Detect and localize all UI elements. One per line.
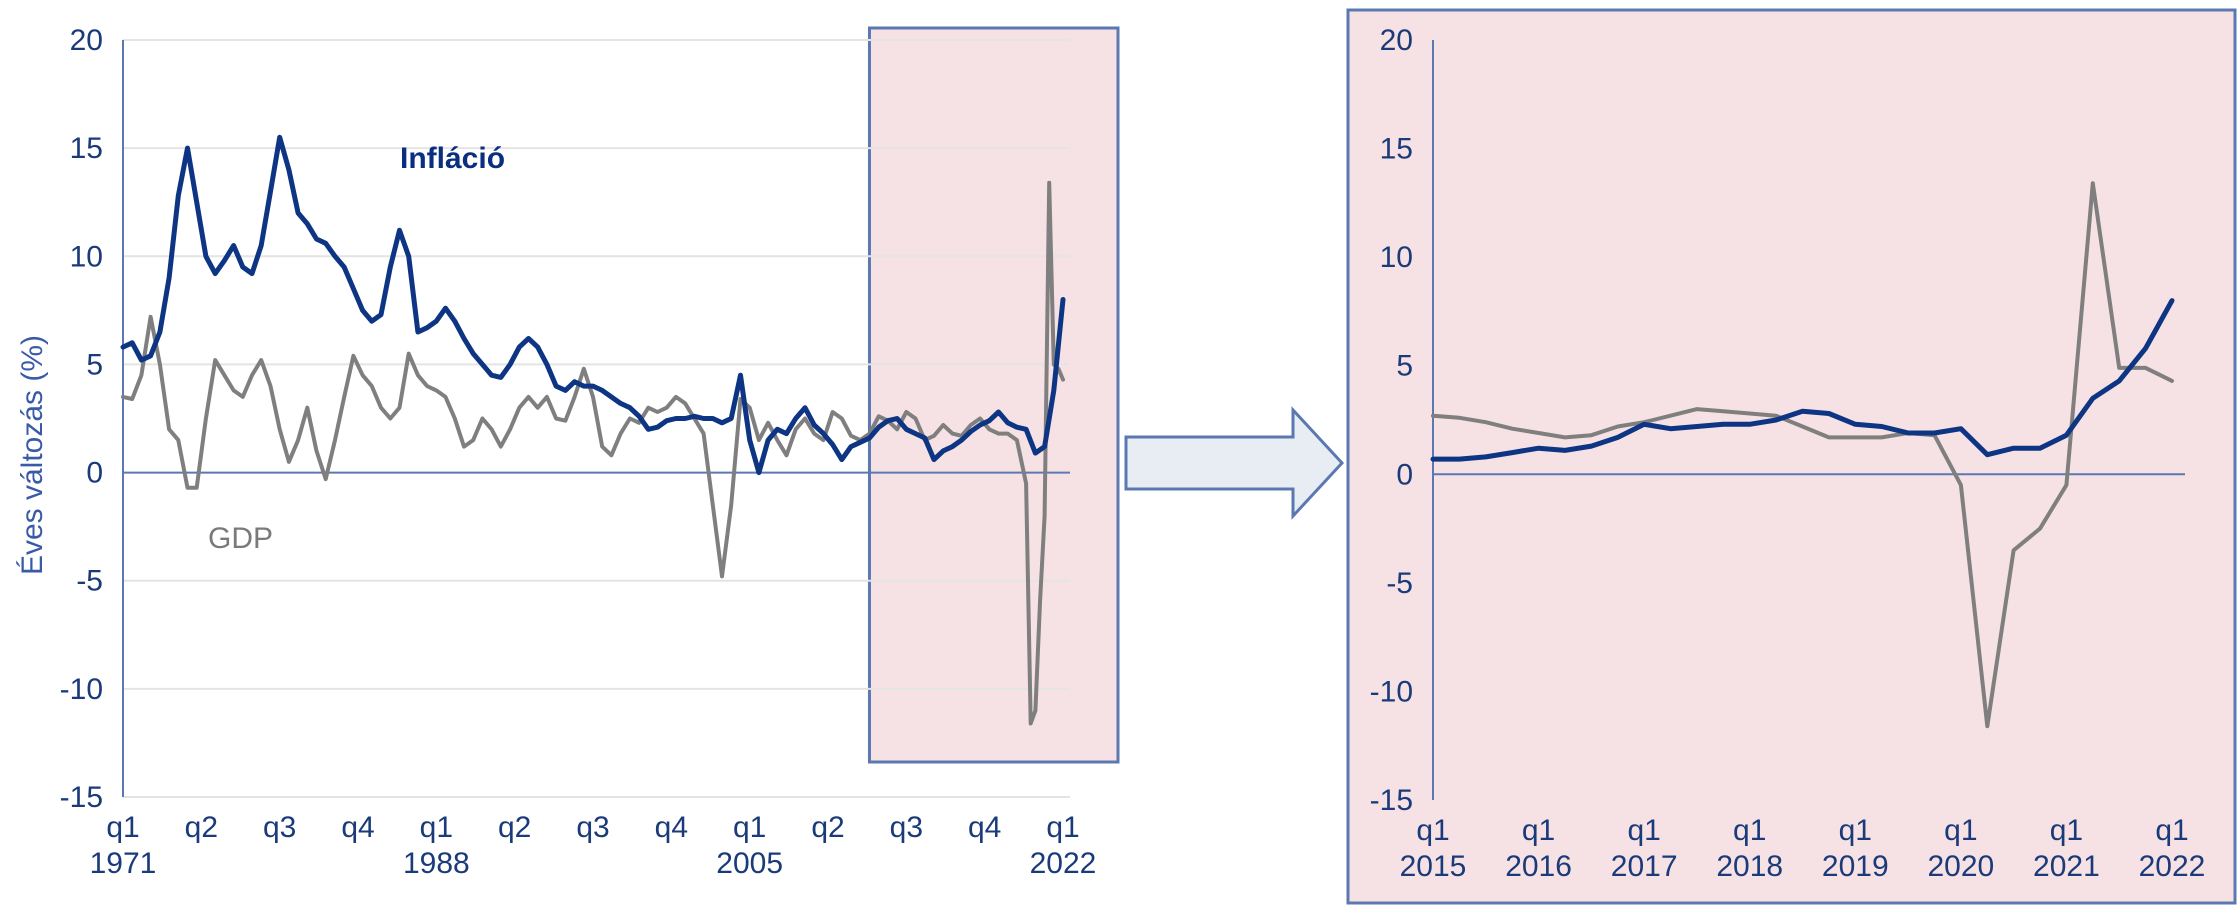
left-y-tick-label: 15 — [70, 132, 103, 165]
left-x-tick-label: q4 — [341, 811, 374, 844]
right-y-tick-label: -10 — [1370, 675, 1413, 708]
left-x-tick-label: q2 — [498, 811, 531, 844]
left-x-tick-label: q2 — [811, 811, 844, 844]
right-y-tick-label: 0 — [1396, 458, 1413, 491]
left-x-tick-year: 1971 — [90, 847, 157, 880]
right-x-tick-year: 2019 — [1822, 850, 1889, 883]
gdp-series-label: GDP — [208, 522, 273, 555]
left-y-tick-label: 10 — [70, 240, 103, 273]
right-y-tick-label: 15 — [1380, 133, 1413, 166]
left-x-tick-year: 2022 — [1030, 847, 1097, 880]
left-x-tick-label: q1 — [106, 811, 139, 844]
y-axis-label: Éves változás (%) — [16, 335, 49, 575]
left-x-tick-label: q1 — [1046, 811, 1079, 844]
right-x-tick-year: 2021 — [2033, 850, 2100, 883]
left-x-tick-label: q4 — [968, 811, 1001, 844]
left-x-tick-year: 1988 — [403, 847, 470, 880]
right-x-tick-label: q1 — [1627, 814, 1660, 847]
right-x-tick-label: q1 — [2050, 814, 2083, 847]
right-chart: 20151050-5-10-15q12015q12016q12017q12018… — [1370, 24, 2206, 883]
left-series-gdp-line — [121, 180, 1065, 726]
left-series-inflation-line — [120, 134, 1066, 476]
left-y-tick-label: 0 — [86, 457, 103, 490]
left-y-tick-label: -10 — [60, 673, 103, 706]
left-x-tick-label: q3 — [576, 811, 609, 844]
right-x-tick-year: 2018 — [1716, 850, 1783, 883]
right-x-tick-label: q1 — [1944, 814, 1977, 847]
left-x-tick-label: q1 — [420, 811, 453, 844]
right-y-tick-label: -5 — [1386, 567, 1413, 600]
inflation-series-label: Infláció — [400, 142, 505, 175]
right-x-tick-label: q1 — [1839, 814, 1872, 847]
right-y-tick-label: -15 — [1370, 784, 1413, 817]
right-y-tick-label: 5 — [1396, 350, 1413, 383]
right-x-tick-year: 2020 — [1927, 850, 1994, 883]
left-y-tick-label: 20 — [70, 24, 103, 57]
left-x-tick-label: q1 — [733, 811, 766, 844]
right-x-tick-year: 2017 — [1611, 850, 1678, 883]
zoom-arrow-icon — [1124, 406, 1345, 520]
right-x-tick-year: 2015 — [1400, 850, 1467, 883]
left-x-tick-label: q3 — [263, 811, 296, 844]
right-x-tick-label: q1 — [1733, 814, 1766, 847]
left-x-tick-label: q2 — [185, 811, 218, 844]
left-x-tick-year: 2005 — [716, 847, 783, 880]
left-x-tick-label: q3 — [890, 811, 923, 844]
left-x-tick-label: q4 — [655, 811, 688, 844]
highlight-region — [867, 26, 1120, 764]
right-x-tick-label: q1 — [1522, 814, 1555, 847]
right-series-gdp-line — [1431, 181, 2174, 729]
right-y-tick-label: 10 — [1380, 241, 1413, 274]
right-series-inflation-line — [1430, 298, 2175, 462]
left-y-tick-label: -5 — [76, 565, 103, 598]
right-x-tick-label: q1 — [1416, 814, 1449, 847]
left-y-tick-label: -15 — [60, 781, 103, 814]
right-x-tick-label: q1 — [2155, 814, 2188, 847]
right-x-tick-year: 2022 — [2139, 850, 2206, 883]
right-x-tick-year: 2016 — [1505, 850, 1572, 883]
right-y-tick-label: 20 — [1380, 24, 1413, 57]
left-y-tick-label: 5 — [86, 348, 103, 381]
